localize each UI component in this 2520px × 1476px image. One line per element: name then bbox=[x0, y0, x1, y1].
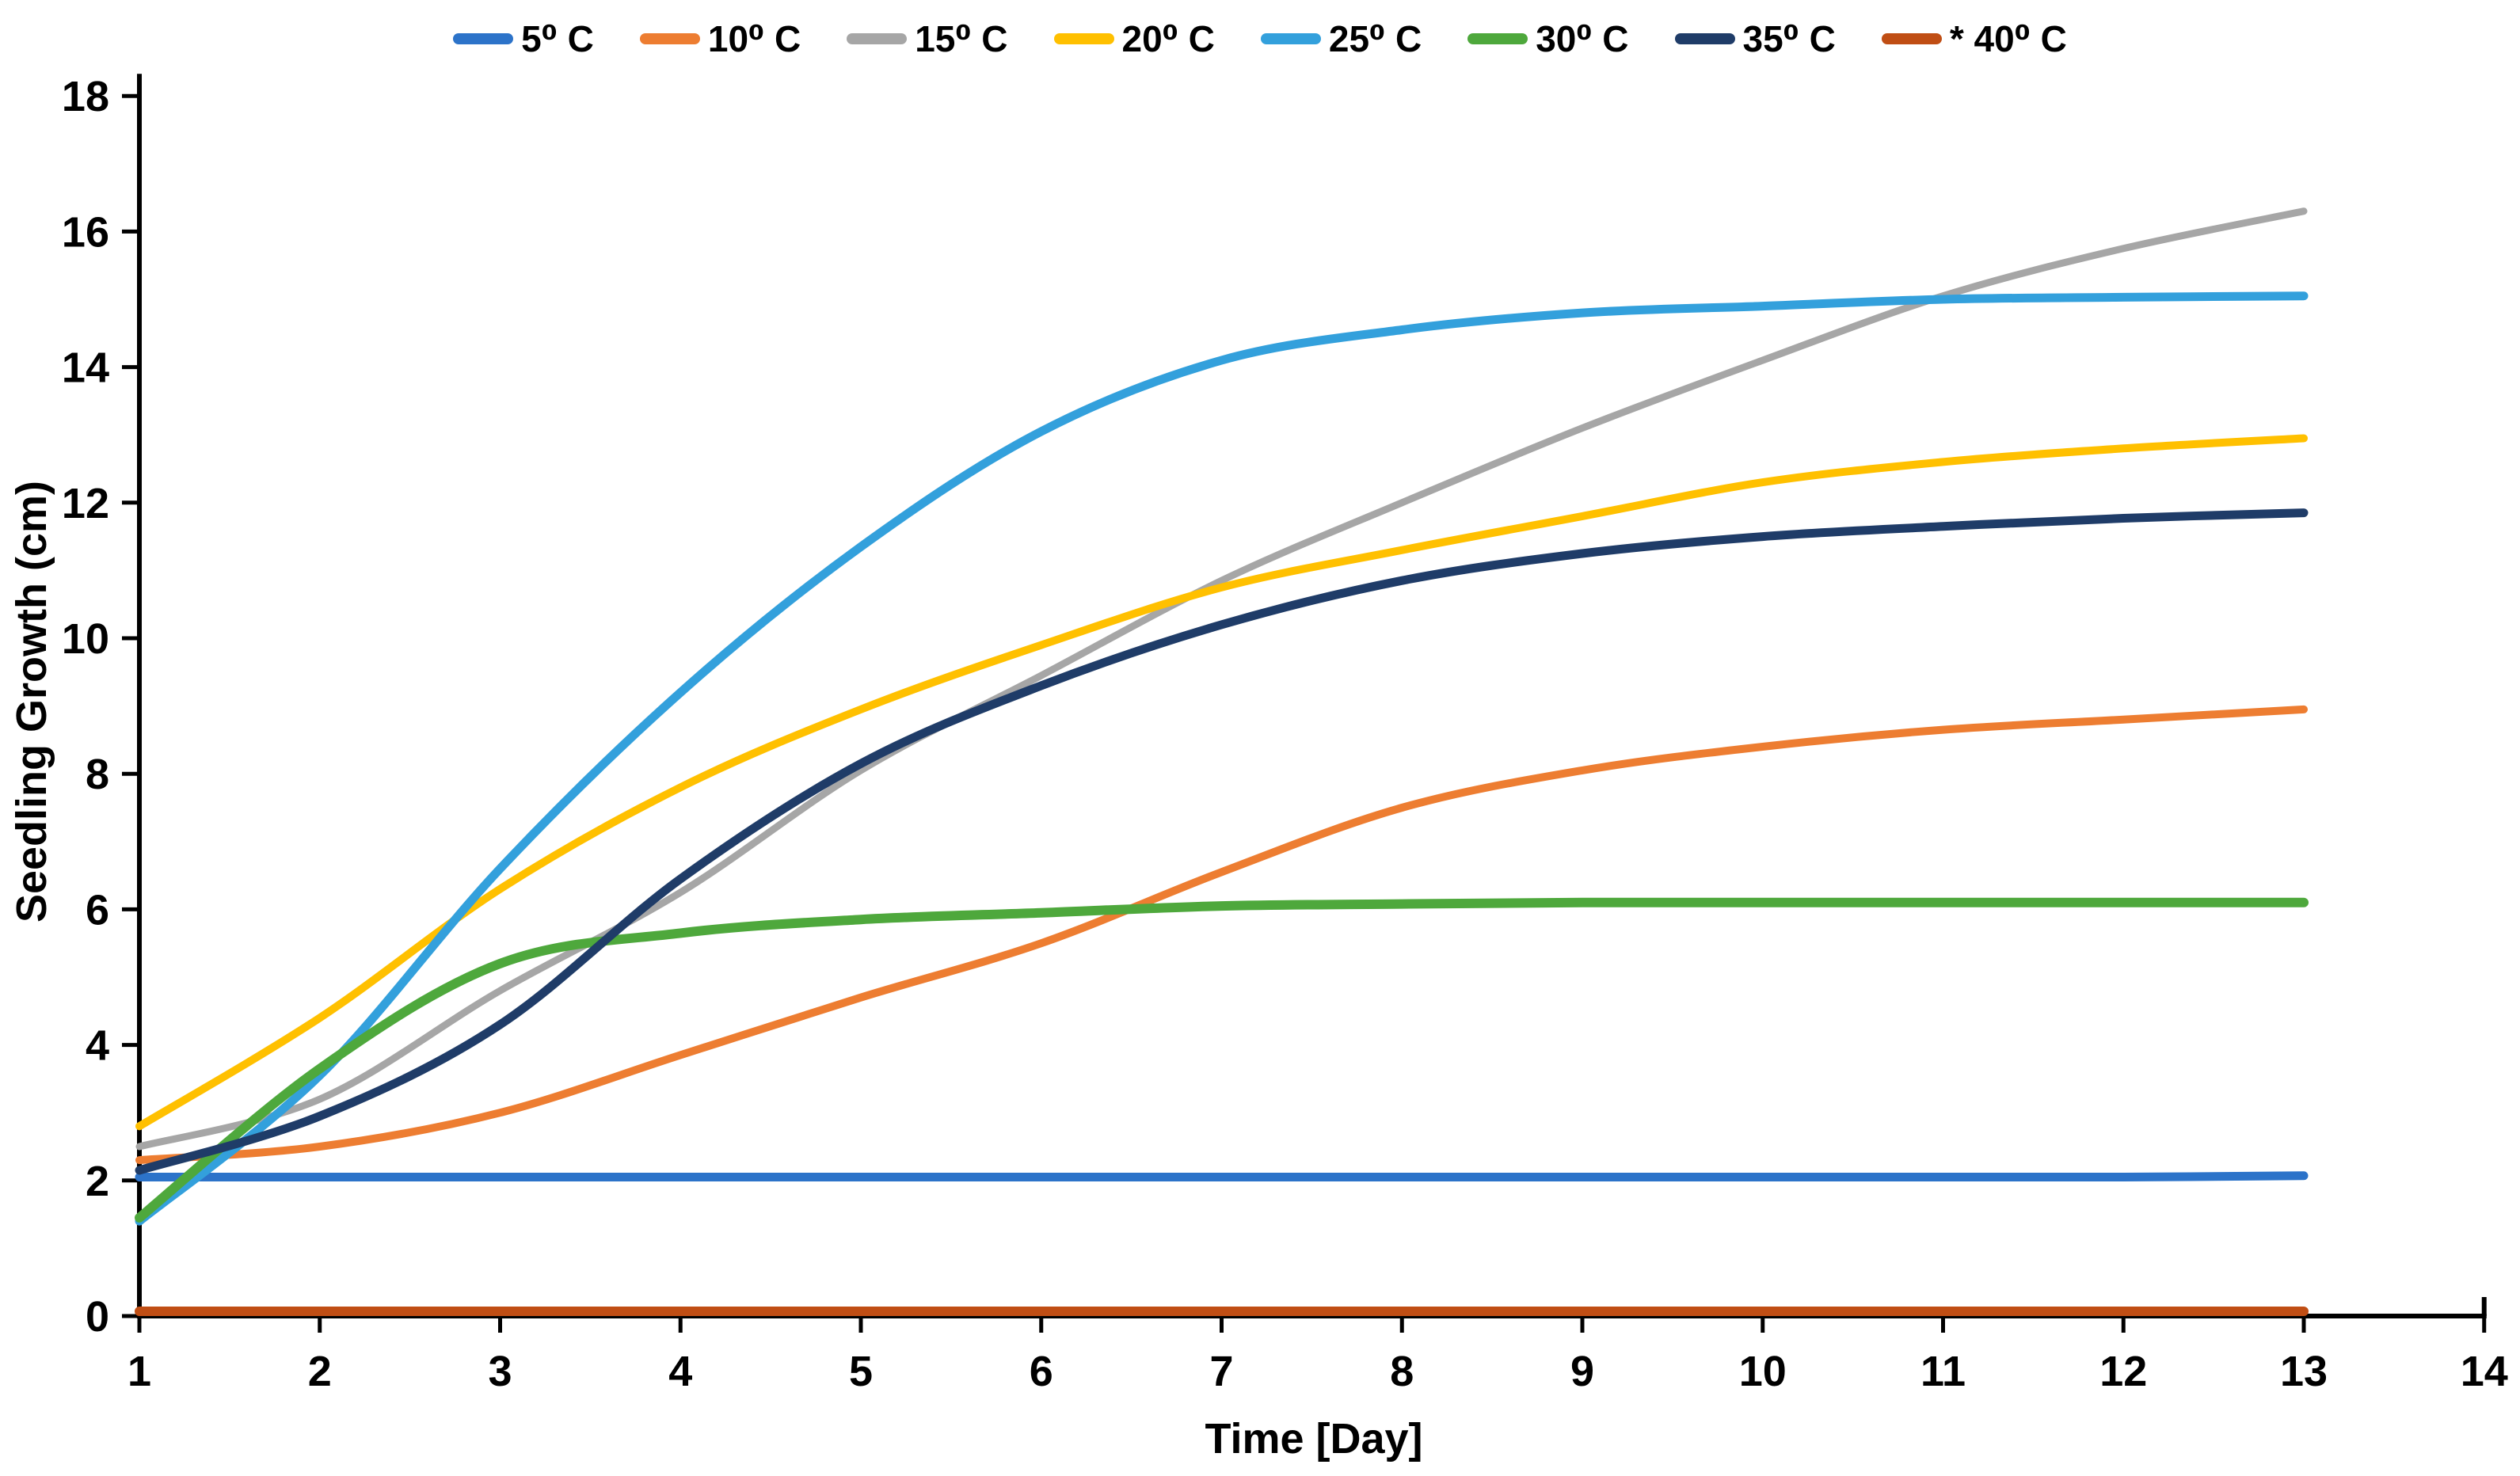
legend-item-40c: * 40⁰ C bbox=[1881, 18, 2067, 59]
legend-item-25c: 25⁰ C bbox=[1260, 18, 1422, 59]
legend-label-10c: 10⁰ C bbox=[707, 18, 801, 59]
series-line-25c bbox=[135, 291, 2309, 1226]
series-line-30c bbox=[135, 897, 2309, 1223]
legend-label-5c: 5⁰ C bbox=[521, 18, 594, 59]
x-tick-label-12: 12 bbox=[2099, 1348, 2147, 1395]
series-line-15c bbox=[135, 207, 2308, 1151]
series-line-5c bbox=[135, 1171, 2309, 1182]
chart-legend: 5⁰ C 10⁰ C 15⁰ C 20⁰ C 25⁰ C 30⁰ C 35⁰ C * 40⁰ … bbox=[0, 21, 2520, 57]
y-tick-label-18: 18 bbox=[62, 73, 109, 120]
series-line-10c bbox=[135, 705, 2308, 1165]
legend-swatch-30c bbox=[1467, 33, 1528, 44]
series-line-20c bbox=[135, 434, 2308, 1131]
y-tick-label-6: 6 bbox=[86, 886, 109, 934]
y-tick-label-0: 0 bbox=[86, 1293, 109, 1341]
legend-swatch-40c bbox=[1881, 33, 1942, 44]
x-tick-label-4: 4 bbox=[668, 1348, 692, 1395]
x-tick-label-7: 7 bbox=[1209, 1348, 1233, 1395]
legend-swatch-35c bbox=[1674, 33, 1735, 44]
x-tick-label-14: 14 bbox=[2461, 1348, 2508, 1395]
x-tick-label-6: 6 bbox=[1030, 1348, 1053, 1395]
y-tick-label-2: 2 bbox=[86, 1158, 109, 1205]
series-line-35c bbox=[135, 508, 2309, 1175]
legend-label-15c: 15⁰ C bbox=[915, 18, 1008, 59]
legend-swatch-25c bbox=[1260, 33, 1321, 44]
x-tick-label-5: 5 bbox=[849, 1348, 873, 1395]
x-tick-label-9: 9 bbox=[1570, 1348, 1594, 1395]
legend-swatch-20c bbox=[1053, 33, 1114, 44]
y-tick-label-4: 4 bbox=[86, 1022, 109, 1070]
y-tick-label-12: 12 bbox=[62, 480, 109, 527]
legend-swatch-10c bbox=[639, 33, 700, 44]
x-tick-label-2: 2 bbox=[308, 1348, 332, 1395]
legend-label-40c: * 40⁰ C bbox=[1949, 18, 2067, 59]
x-tick-label-3: 3 bbox=[488, 1348, 512, 1395]
x-tick-label-11: 11 bbox=[1920, 1348, 1966, 1395]
x-tick-label-10: 10 bbox=[1739, 1348, 1787, 1395]
legend-swatch-5c bbox=[453, 33, 514, 44]
x-tick-label-8: 8 bbox=[1390, 1348, 1414, 1395]
legend-item-10c: 10⁰ C bbox=[639, 18, 801, 59]
y-tick-label-14: 14 bbox=[62, 344, 109, 392]
y-tick-label-8: 8 bbox=[86, 751, 109, 798]
x-axis-title: Time [Day] bbox=[1205, 1415, 1423, 1463]
legend-label-30c: 30⁰ C bbox=[1536, 18, 1629, 59]
y-tick-label-16: 16 bbox=[62, 208, 109, 256]
x-tick-label-1: 1 bbox=[128, 1348, 151, 1395]
legend-label-20c: 20⁰ C bbox=[1121, 18, 1215, 59]
legend-swatch-15c bbox=[847, 33, 908, 44]
legend-item-35c: 35⁰ C bbox=[1674, 18, 1836, 59]
y-axis-title: Seedling Growth (cm) bbox=[8, 480, 55, 923]
legend-label-35c: 35⁰ C bbox=[1742, 18, 1836, 59]
legend-label-25c: 25⁰ C bbox=[1328, 18, 1422, 59]
y-tick-label-10: 10 bbox=[62, 615, 109, 663]
x-tick-label-13: 13 bbox=[2280, 1348, 2328, 1395]
legend-item-5c: 5⁰ C bbox=[453, 21, 594, 57]
legend-item-20c: 20⁰ C bbox=[1053, 18, 1215, 59]
legend-item-15c: 15⁰ C bbox=[847, 18, 1008, 59]
legend-item-30c: 30⁰ C bbox=[1467, 18, 1629, 59]
